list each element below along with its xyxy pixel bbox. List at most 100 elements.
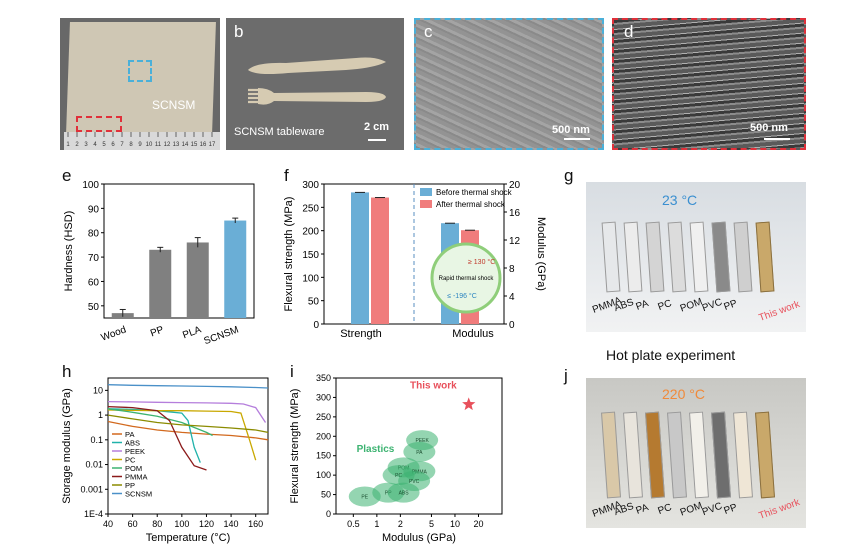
h-legend-label: PC	[125, 456, 136, 465]
i-this-work-star	[462, 397, 476, 411]
ruler-tick-label: 8	[129, 142, 133, 148]
i-ytick-label: 200	[316, 431, 331, 441]
panel-j-letter: j	[564, 366, 568, 385]
h-line-pmma	[107, 405, 207, 471]
ruler-tick-label: 2	[75, 142, 79, 148]
f-ytick-left-label: 300	[302, 180, 319, 191]
panel-c-letter: c	[424, 22, 433, 41]
sample-bar-pa	[645, 221, 665, 293]
f-ytick-left-label: 250	[302, 203, 319, 214]
f-legend-label: Before thermal shock	[436, 188, 513, 197]
f-legend-swatch	[420, 200, 432, 208]
e-ytick-label: 60	[88, 277, 100, 288]
h-legend-label: PMMA	[125, 473, 148, 482]
sample-bar-pvc	[711, 221, 731, 293]
h-xtick-label: 60	[128, 519, 138, 529]
i-axes-frame	[335, 377, 503, 515]
hot-plate-title: Hot plate experiment	[606, 347, 736, 363]
h-ytick-label: 0.1	[90, 435, 103, 445]
ruler-tick-label: 10	[146, 142, 153, 148]
panel-d-sem: d 500 nm	[612, 18, 806, 150]
e-ytick-label: 70	[88, 253, 100, 264]
e-bar-pp	[149, 249, 172, 318]
i-xtick-label: 20	[473, 519, 483, 529]
f-legend-label: After thermal shock	[436, 200, 506, 209]
ruler-ticks: 1 2 3 4 5 6 7 8 9 10 11 12 13 14 15 16 17	[66, 132, 216, 148]
e-ytick-label: 80	[88, 229, 100, 240]
f-ytick-left-label: 200	[302, 227, 319, 238]
h-legend-label: ABS	[125, 439, 140, 448]
i-material-label: PE	[361, 495, 368, 501]
fork-shape	[258, 88, 386, 105]
f-ytick-right-label: 4	[509, 292, 515, 303]
panel-b-letter: b	[234, 22, 244, 41]
i-ylabel: Flexural strength (MPa)	[289, 389, 301, 504]
h-xtick-label: 160	[248, 519, 263, 529]
i-material-label: ABS	[399, 491, 410, 497]
j-temperature: 220 °C	[662, 386, 705, 402]
f-inset-title: Rapid thermal shock	[439, 276, 495, 282]
i-xtick-label: 0.5	[347, 519, 360, 529]
f-inset-cold: ≤ -196 °C	[447, 292, 477, 300]
e-ylabel: Hardness (HSD)	[63, 211, 75, 292]
sample-bar-pom	[689, 221, 709, 293]
h-ylabel: Storage modulus (GPa)	[61, 388, 73, 504]
ruler-tick-label: 17	[209, 142, 216, 148]
ruler-tick-label: 1	[66, 142, 70, 148]
ruler: 1 2 3 4 5 6 7 8 9 10 11 12 13 14 15 16 17	[64, 132, 220, 150]
ruler-tick-label: 4	[93, 142, 97, 148]
sample-bar-pc	[667, 221, 687, 293]
e-category-label: PLA	[181, 324, 203, 341]
panel-e-letter: e	[62, 166, 72, 185]
f-ylabel-right: Modulus (GPa)	[535, 217, 546, 291]
h-legend-label: PP	[125, 481, 135, 490]
tableware-drawing	[248, 57, 386, 141]
f-bar-strength-before	[351, 192, 369, 324]
ruler-tick-label: 11	[155, 142, 162, 148]
scale-label-d: 500 nm	[750, 122, 788, 134]
i-ytick-label: 0	[326, 509, 331, 519]
i-xlabel: Modulus (GPa)	[382, 532, 456, 544]
scale-label-c: 500 nm	[552, 124, 590, 136]
ruler-tick-label: 9	[138, 142, 142, 148]
i-ytick-label: 250	[316, 412, 331, 422]
storage-modulus-chart: 40 60 80 100 120 140 160 1E-4 0.001 0.01 0.1 1 10 PAA…	[61, 377, 269, 544]
panel-j-photo: 220 °C PMMA ABS PA PC POM PVC PP This work	[586, 378, 806, 528]
f-legend-swatch	[420, 188, 432, 196]
panel-a-photo: SCNSM 1 2 3 4 5 6 7 8 9 10 11 12 13 14 15 16 17	[60, 18, 220, 150]
h-legend-label: PA	[125, 430, 134, 439]
sample-bar-abs	[623, 411, 643, 499]
i-material-label: PEEK	[415, 438, 429, 444]
sample-bar-abs	[623, 221, 643, 293]
f-ylabel-left: Flexural strength (MPa)	[283, 197, 295, 312]
f-ytick-left-label: 100	[302, 273, 319, 284]
e-ytick-label: 90	[88, 204, 100, 215]
h-legend-label: PEEK	[125, 447, 145, 456]
e-bar-scnsm	[224, 220, 247, 318]
f-ytick-right-label: 8	[509, 264, 515, 275]
h-line-abs	[107, 408, 201, 463]
f-ytick-right-label: 12	[509, 236, 521, 247]
f-inset-circle	[430, 242, 502, 314]
f-group-label: Strength	[340, 328, 382, 340]
panel-d-letter: d	[624, 22, 634, 41]
ruler-tick-label: 16	[200, 142, 207, 148]
panel-c-sem: c 500 nm	[414, 18, 604, 150]
e-ytick-label: 100	[82, 180, 99, 191]
ruler-tick-label: 3	[84, 142, 88, 148]
e-category-label: Wood	[100, 324, 128, 343]
h-axes-frame	[107, 377, 269, 515]
panel-i-letter: i	[290, 362, 294, 381]
h-ytick-label: 0.01	[85, 460, 103, 470]
sample-bar-this-work	[755, 221, 775, 293]
g-this-work: This work	[757, 299, 802, 324]
e-category-label: PP	[149, 324, 166, 339]
i-material-label: PC	[395, 473, 402, 479]
e-bar-pla	[186, 242, 209, 318]
h-xtick-label: 120	[199, 519, 214, 529]
i-ytick-label: 350	[316, 373, 331, 383]
hardness-chart: Hardness (HSD) 50 60 70 80 90 100 Wood PP PLA SCN…	[63, 180, 255, 346]
e-category-label: SCNSM	[203, 324, 241, 346]
g-temperature: 23 °C	[662, 192, 698, 208]
ruler-tick-label: 6	[111, 142, 115, 148]
